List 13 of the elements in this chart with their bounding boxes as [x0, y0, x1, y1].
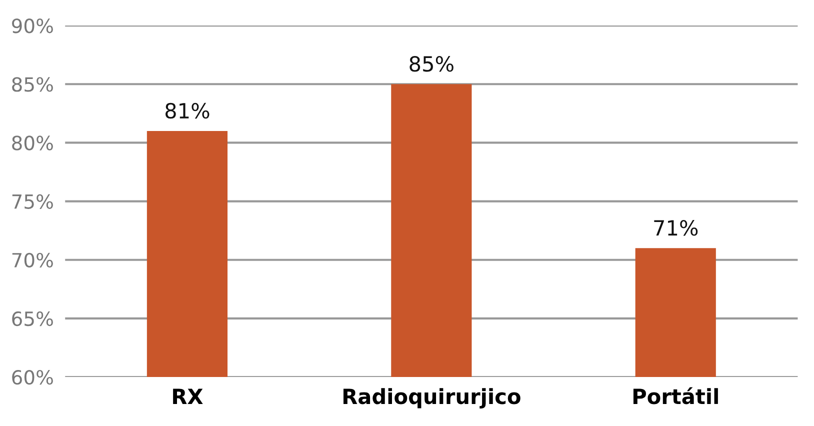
y-tick-label: 90%	[12, 18, 53, 34]
y-tick-label: 65%	[12, 311, 53, 326]
y-tick-label: 60%	[12, 370, 53, 385]
data-label: 71%	[654, 220, 698, 236]
y-tick-label: 75%	[12, 194, 53, 209]
data-label: 85%	[410, 56, 454, 72]
x-tick-label: Radioquirurjico	[343, 388, 520, 408]
x-tick-label: Portátil	[633, 387, 718, 404]
data-label: 81%	[165, 102, 210, 119]
y-tick-label: 85%	[12, 77, 53, 92]
y-tick-label: 80%	[12, 136, 53, 150]
x-tick-label: RX	[173, 388, 203, 404]
y-tick-label: 70%	[12, 252, 53, 268]
